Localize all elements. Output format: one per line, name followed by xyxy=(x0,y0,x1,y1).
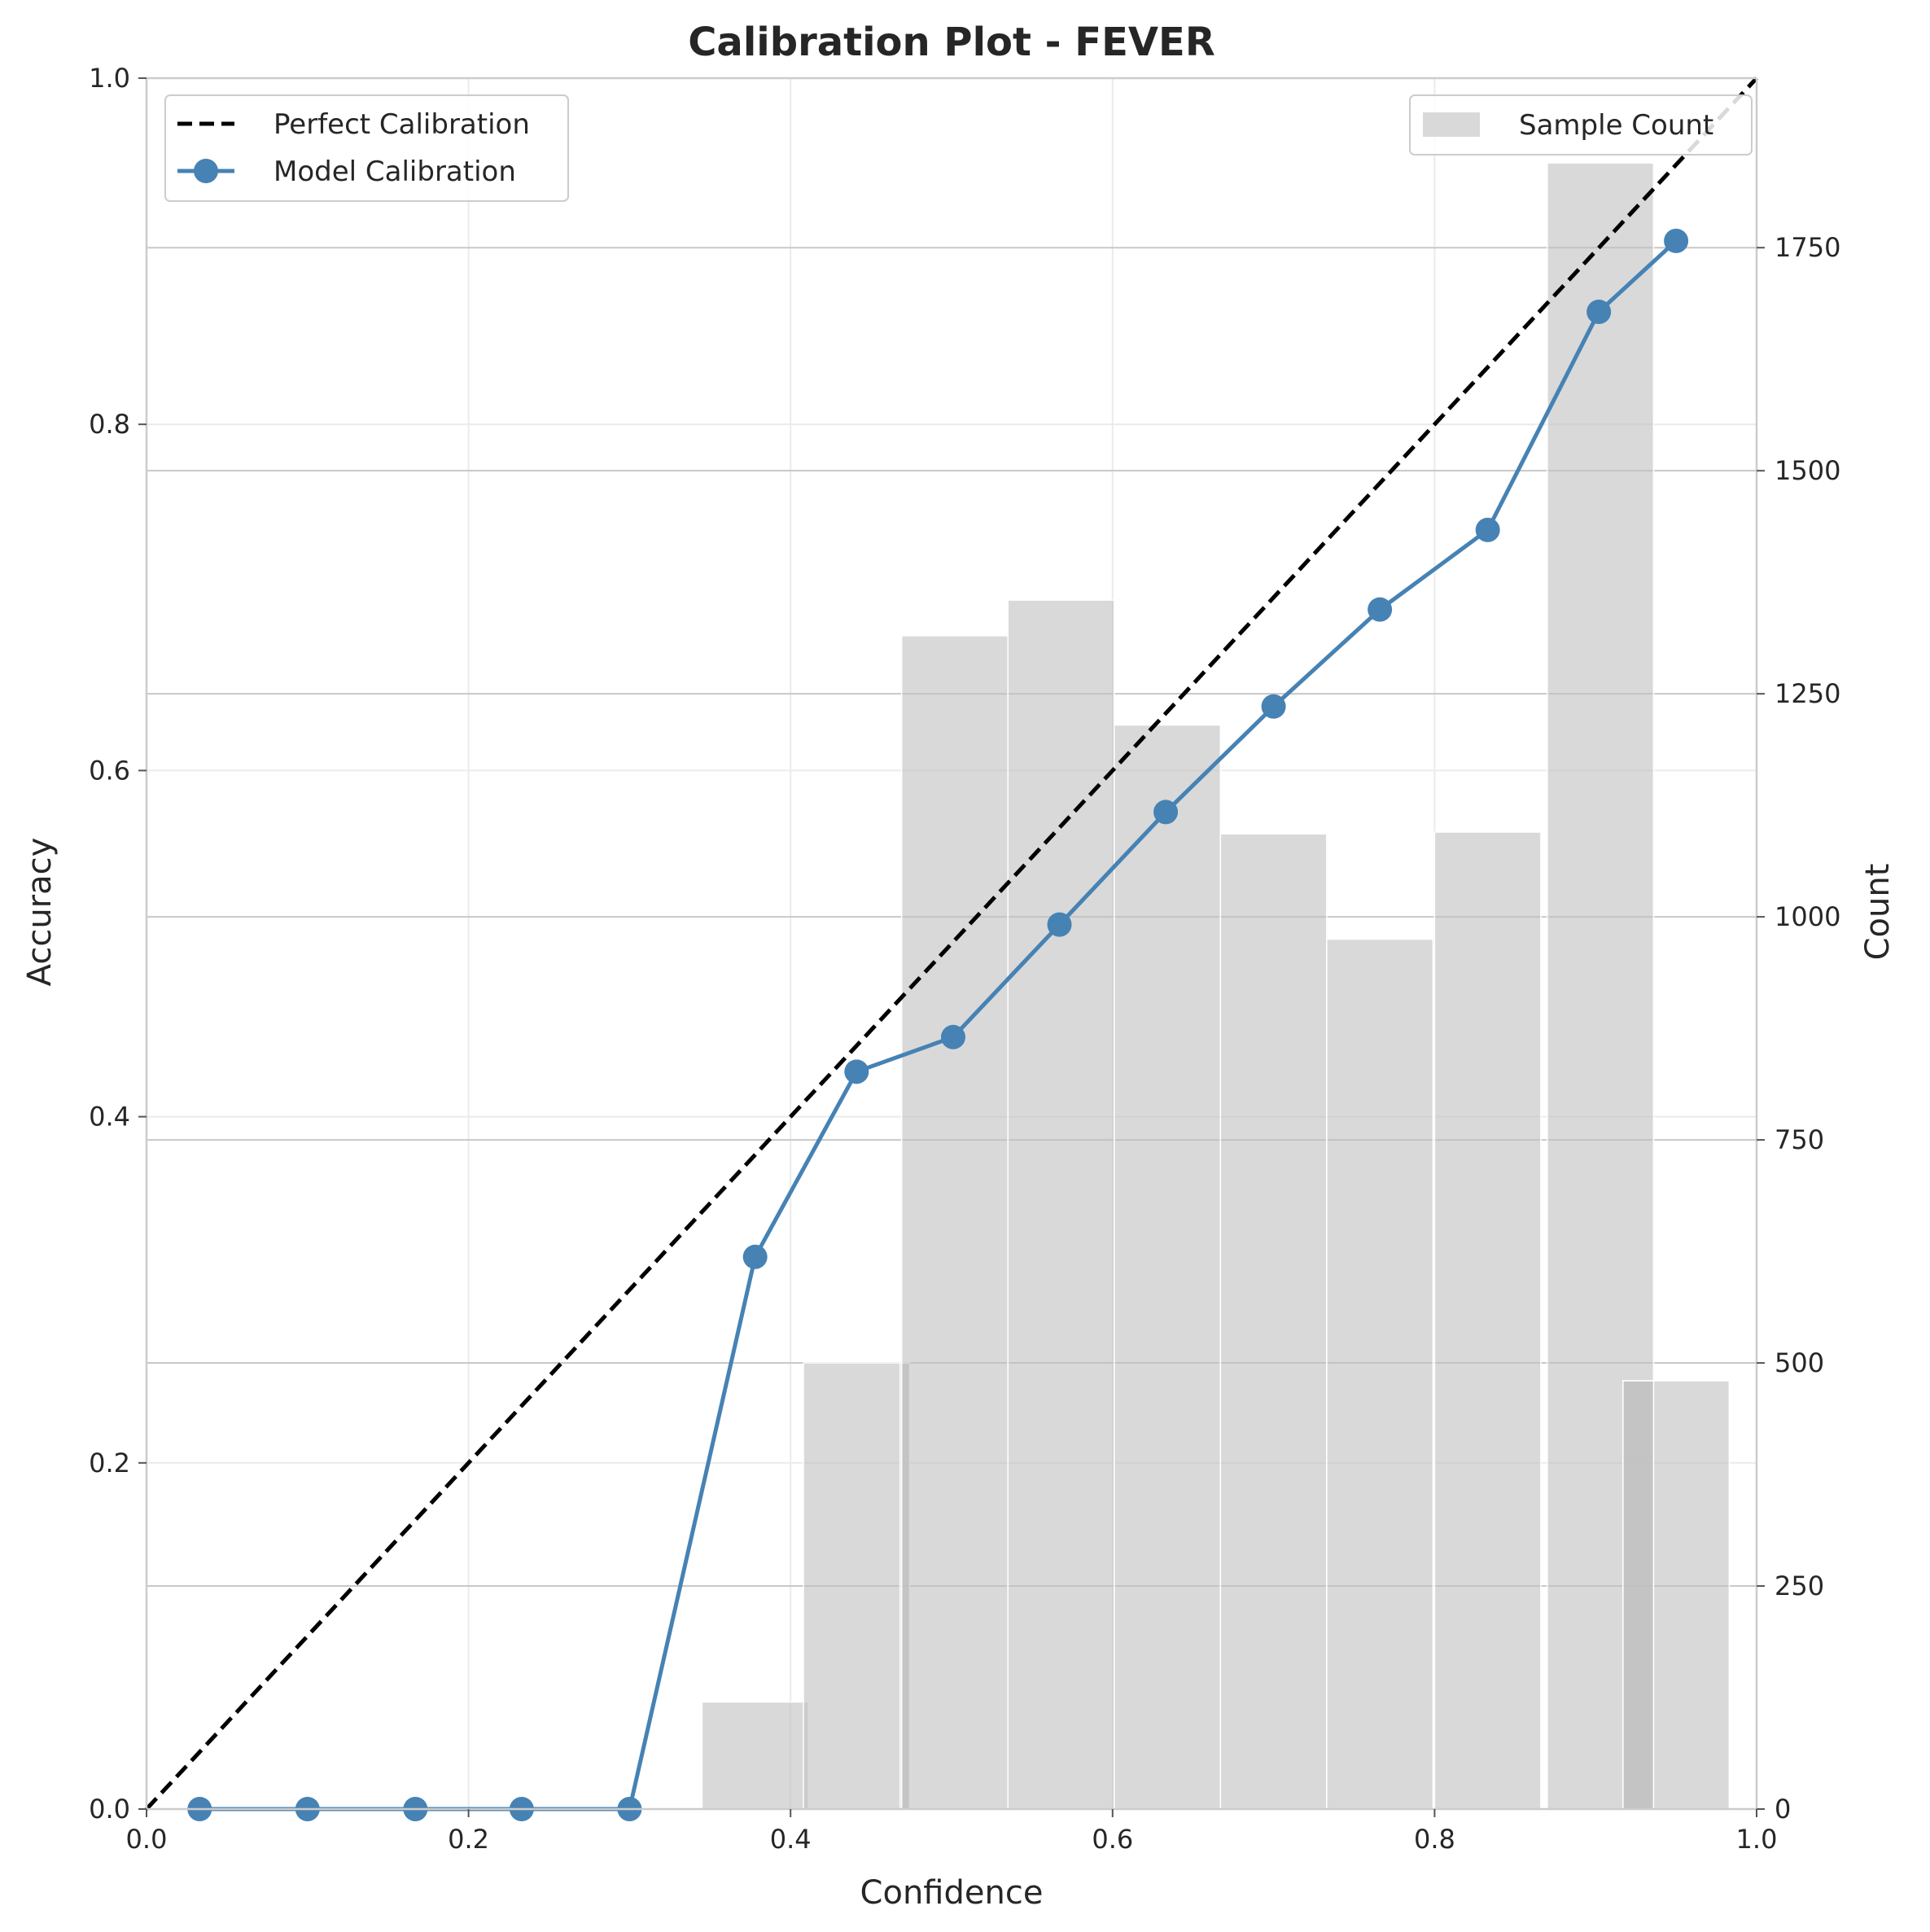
y-axis-label: Accuracy xyxy=(21,838,59,987)
y2-tick-label: 250 xyxy=(1775,1571,1824,1601)
y-tick-label: 0.0 xyxy=(89,1794,130,1825)
histogram-bar xyxy=(701,1701,809,1810)
x-tick-label: 0.2 xyxy=(448,1824,489,1855)
y2-axis-label: Count xyxy=(1859,864,1897,961)
model-calibration-point xyxy=(1475,517,1500,542)
y2-tick-label: 750 xyxy=(1775,1124,1824,1155)
y-tick-label: 0.4 xyxy=(89,1102,130,1132)
x-tick-label: 0.0 xyxy=(126,1824,168,1855)
model-calibration-point xyxy=(1261,694,1286,719)
legend-left: Perfect Calibration Model Calibration xyxy=(164,94,569,202)
y2-tick-label: 1750 xyxy=(1775,232,1840,263)
chart-title: Calibration Plot - FEVER xyxy=(688,20,1215,65)
histogram-bar xyxy=(1326,938,1434,1810)
y-tick-label: 0.8 xyxy=(89,409,130,440)
model-calibration-point xyxy=(1664,228,1689,253)
axes: 0.0 0.2 0.4 0.6 0.8 1.00.00.20.40.60.81.00250… xyxy=(89,63,1840,1855)
y2-tick-label: 1500 xyxy=(1775,455,1840,486)
model-calibration-point xyxy=(1586,300,1612,325)
legend-left-frame xyxy=(164,94,569,202)
y-tick-label: 1.0 xyxy=(89,63,130,94)
y2-tick-label: 0 xyxy=(1775,1794,1791,1825)
model-calibration-point xyxy=(1047,912,1072,937)
histogram-bar xyxy=(1114,724,1222,1810)
legend-model-calibration-label: Model Calibration xyxy=(274,156,516,188)
histogram-bar xyxy=(1219,833,1328,1810)
y2-tick-label: 1250 xyxy=(1775,678,1840,709)
histogram-bar xyxy=(803,1362,911,1810)
y-tick-label: 0.2 xyxy=(89,1448,130,1479)
y2-tick-label: 1000 xyxy=(1775,901,1840,932)
histogram-bar xyxy=(1622,1380,1655,1810)
x-tick-label: 0.6 xyxy=(1092,1824,1133,1855)
model-calibration-point xyxy=(1368,597,1393,622)
histogram-bar xyxy=(1007,599,1115,1810)
model-calibration-point xyxy=(1153,800,1179,825)
histogram-bar xyxy=(1433,831,1542,1810)
y2-tick-label: 500 xyxy=(1775,1347,1824,1378)
legend-sample-count-label: Sample Count xyxy=(1519,109,1713,142)
x-tick-label: 0.4 xyxy=(770,1824,812,1855)
legend-perfect-calibration-label: Perfect Calibration xyxy=(274,108,530,141)
x-tick-label: 1.0 xyxy=(1736,1824,1778,1855)
x-axis-label: Confidence xyxy=(860,1874,1044,1912)
legend-right-frame xyxy=(1409,94,1753,156)
y-tick-label: 0.6 xyxy=(89,755,130,786)
histogram-bar xyxy=(900,635,1009,1810)
x-tick-label: 0.8 xyxy=(1414,1824,1455,1855)
model-calibration-point xyxy=(940,1024,965,1049)
histogram-bars xyxy=(701,162,1731,1810)
perfect-calibration-line xyxy=(145,77,1758,1811)
legend-sample-count-swatch xyxy=(1423,112,1480,137)
model-calibration-point xyxy=(742,1244,768,1269)
model-calibration-point xyxy=(844,1059,869,1084)
legend-model-calibration-swatch-marker xyxy=(194,159,218,183)
legend-right: Sample Count xyxy=(1409,94,1753,156)
